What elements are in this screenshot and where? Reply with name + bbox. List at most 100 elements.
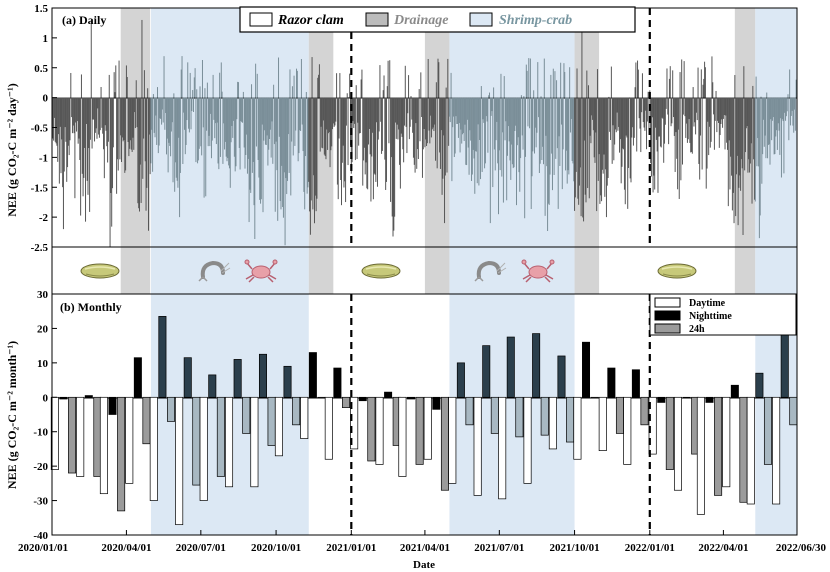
monthly-bar-daytime	[324, 396, 333, 460]
monthly-bar-24h	[142, 396, 151, 445]
monthly-bar-24h	[465, 396, 474, 426]
razor-clam-icon-2	[361, 263, 401, 279]
monthly-bar-24h	[167, 396, 176, 422]
monthly-bar-24h	[216, 396, 225, 477]
period-backgrounds-a	[120, 8, 797, 294]
monthly-bar-daytime	[696, 396, 705, 515]
monthly-bar-24h	[714, 396, 723, 496]
monthly-bar-24h	[192, 396, 201, 486]
monthly-bar-daytime	[398, 396, 407, 477]
legend-label-daytime: Daytime	[689, 298, 726, 309]
razor-clam-icon-1	[80, 263, 120, 279]
legend-swatch-shrimp-crab	[469, 12, 493, 27]
panel-label-a: (a) Daily	[62, 13, 106, 27]
monthly-bar-nighttime	[482, 345, 491, 398]
monthly-bar-daytime	[300, 396, 309, 439]
monthly-bar-daytime	[746, 396, 755, 505]
monthly-bar-daytime	[99, 396, 108, 495]
panel-b: 30 20 10 0 -10 -20 -30 -40 2020/01/01 2020/04/01…	[5, 289, 826, 571]
monthly-bar-24h	[566, 396, 575, 443]
monthly-bar-24h	[763, 396, 772, 465]
monthly-bar-daytime	[598, 396, 607, 451]
panel-a: 1.5 1 0.5 0 -0.5 -1 -1.5 -2 -2.5 (a) Daily NEE (…	[5, 3, 798, 295]
monthly-bar-nighttime	[133, 357, 142, 398]
monthly-bar-nighttime	[308, 352, 317, 398]
monthly-bar-nighttime	[283, 365, 292, 398]
ytick-label-a: 0	[43, 93, 49, 105]
y-ticks-b: 30 20 10 0 -10 -20 -30 -40	[33, 289, 57, 542]
xtick-label: 2020/04/01	[101, 542, 151, 554]
monthly-bar-nighttime	[557, 355, 566, 398]
monthly-bar-nighttime	[582, 341, 591, 398]
crab-icon-1	[244, 259, 278, 283]
ytick-label-b: 10	[37, 358, 49, 370]
ytick-label-b: -30	[33, 496, 48, 508]
monthly-bar-24h	[292, 396, 301, 426]
monthly-bar-nighttime	[333, 367, 342, 398]
xtick-label: 2022/06/30	[776, 542, 827, 554]
monthly-bar-24h	[267, 396, 276, 446]
monthly-bar-24h	[739, 396, 748, 503]
legend-swatch-daytime	[654, 297, 681, 308]
daily-bars	[51, 19, 797, 247]
ytick-label-a: 1.5	[34, 3, 48, 15]
monthly-bar-daytime	[473, 396, 482, 496]
ytick-label-b: 0	[43, 392, 49, 404]
year-markers-a	[350, 8, 651, 247]
y-ticks-a: 1.5 1 0.5 0 -0.5 -1 -1.5 -2 -2.5	[31, 3, 57, 254]
legend-a: Razor clam Drainage Shrimp-crab	[239, 6, 636, 33]
monthly-bar-daytime	[274, 396, 283, 457]
monthly-bar-daytime	[573, 396, 582, 460]
legend-label-razor-clam: Razor clam	[277, 13, 344, 28]
ytick-label-b: 30	[37, 289, 49, 301]
ytick-label-b: -40	[33, 530, 48, 542]
ytick-label-a: 0.5	[34, 63, 48, 75]
ytick-label-b: 20	[37, 323, 49, 335]
monthly-bar-daytime	[375, 396, 384, 465]
monthly-bar-nighttime	[607, 367, 616, 398]
x-ticks: 2020/01/01 2020/04/01 2020/07/01 2020/10/01…	[18, 530, 826, 554]
xtick-label: 2021/04/01	[400, 542, 450, 554]
monthly-bar-daytime	[523, 396, 532, 484]
legend-label-nighttime: Nighttime	[689, 311, 732, 322]
y-axis-label-b: NEE (g CO₂-C m⁻² month⁻¹)	[5, 341, 19, 489]
monthly-bar-daytime	[498, 396, 507, 500]
monthly-bar-24h	[590, 396, 599, 399]
ytick-label-b: -20	[33, 461, 48, 473]
monthly-bar-daytime	[673, 396, 682, 491]
monthly-bar-nighttime	[208, 374, 217, 398]
monthly-bar-nighttime	[657, 396, 666, 403]
monthly-bar-nighttime	[730, 384, 739, 398]
monthly-bar-24h	[490, 396, 499, 434]
ytick-label-a: 1	[43, 33, 49, 45]
ytick-label-a: -0.5	[31, 123, 49, 135]
monthly-bar-24h	[515, 396, 524, 438]
monthly-bar-24h	[540, 396, 549, 436]
monthly-bar-daytime	[350, 396, 359, 450]
monthly-bar-nighttime	[631, 369, 640, 398]
monthly-bar-daytime	[548, 396, 557, 450]
monthly-bar-nighttime	[59, 396, 68, 400]
monthly-bar-daytime	[448, 396, 457, 484]
monthly-bar-daytime	[76, 396, 85, 477]
monthly-bar-nighttime	[258, 353, 267, 398]
monthly-bar-nighttime	[158, 316, 167, 398]
x-axis-label: Date	[413, 559, 435, 571]
monthly-bar-nighttime	[108, 396, 117, 415]
xtick-label: 2020/07/01	[176, 542, 226, 554]
monthly-bar-24h	[440, 396, 449, 491]
monthly-bar-daytime	[250, 396, 259, 488]
legend-label-shrimp-crab: Shrimp-crab	[499, 13, 572, 28]
monthly-bar-24h	[342, 396, 351, 408]
monthly-bar-daytime	[722, 396, 731, 488]
monthly-bar-24h	[242, 396, 251, 434]
legend-label-24h: 24h	[689, 324, 705, 335]
monthly-bar-24h	[665, 396, 674, 470]
monthly-bar-daytime	[199, 396, 208, 501]
monthly-bar-nighttime	[705, 396, 714, 403]
monthly-bar-nighttime	[407, 396, 416, 400]
legend-label-drainage: Drainage	[393, 13, 448, 28]
xtick-label: 2022/04/01	[698, 542, 748, 554]
monthly-bar-nighttime	[384, 391, 393, 398]
